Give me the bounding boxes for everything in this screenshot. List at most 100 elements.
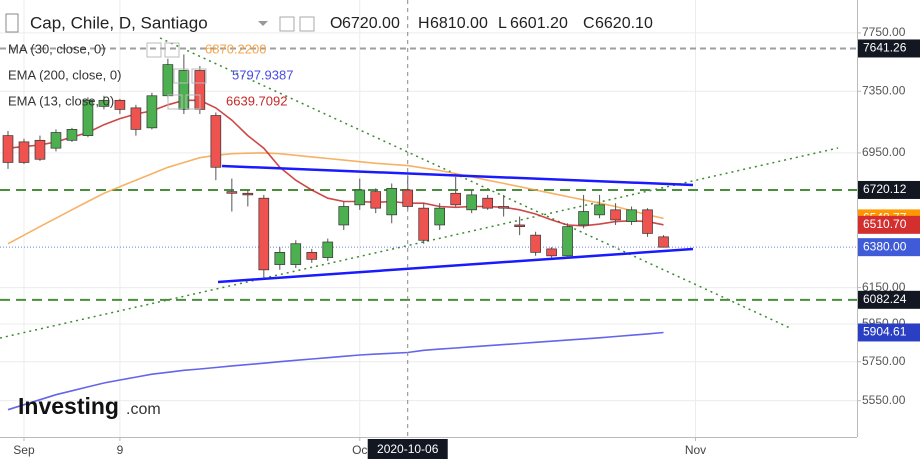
indicator-icon (167, 94, 183, 110)
indicator-line (7, 152, 664, 245)
candle-body (642, 209, 653, 234)
axis-marker (858, 39, 920, 58)
x-tick-label: Oc (352, 443, 367, 457)
channel-line (217, 247, 694, 284)
ohlc-key: L (498, 15, 507, 32)
candle-body (578, 211, 589, 226)
candle-body (466, 194, 477, 211)
indicator-icon (146, 42, 162, 58)
candle-body (482, 197, 493, 209)
axis-marker-label: 7641.26 (863, 41, 907, 55)
candle-body (2, 135, 14, 163)
candle-body (610, 209, 621, 221)
candles (2, 54, 669, 279)
candle-body (226, 191, 238, 194)
axis-marker (858, 323, 920, 342)
indicator-line (7, 331, 664, 411)
overlays (7, 99, 664, 411)
candle-body (370, 191, 382, 209)
y-tick-label: 7750.00 (862, 25, 906, 39)
ohlc-key: O (330, 15, 342, 32)
candle-body (546, 248, 557, 257)
ohlc-value: 6720.00 (342, 15, 400, 32)
symbol-menu[interactable] (258, 21, 268, 26)
axis-markers: 7641.266720.126548.776510.706380.006082.… (858, 39, 920, 342)
candle-body (402, 189, 414, 207)
indicator-name: EMA (13, close, 0) (8, 93, 114, 108)
axes: 7750.007350.006950.006150.005950.005750.… (13, 0, 906, 459)
axis-marker (858, 180, 920, 199)
candle-body (178, 70, 190, 110)
ohlc-key: H (418, 15, 430, 32)
candle-body (498, 206, 509, 209)
candle-body (290, 243, 302, 265)
candle-body (530, 234, 541, 253)
candle-body (98, 99, 110, 107)
channel-line (221, 164, 694, 187)
candle-body (306, 252, 318, 260)
candle-body (626, 209, 637, 222)
indicator-line (7, 99, 664, 227)
symbol-title: Cap, Chile, D, Santiago (30, 13, 208, 32)
axis-marker-label: 6380.00 (863, 239, 907, 253)
candle-body (66, 129, 78, 141)
indicator-icon (173, 68, 189, 84)
candle-body (258, 197, 270, 271)
y-tick-label: 7350.00 (862, 83, 906, 97)
logo-suffix: .com (126, 401, 161, 418)
x-tick-label: Nov (685, 443, 706, 457)
ohlc-value: 6810.00 (430, 15, 488, 32)
candle-body (34, 139, 46, 160)
settings-icon[interactable] (299, 16, 315, 32)
candle-body (146, 95, 158, 129)
ohlc-value: 6601.20 (510, 15, 568, 32)
x-tick-label: Sep (13, 443, 35, 457)
trend-line (159, 37, 791, 329)
x-tick-label: 9 (117, 443, 124, 457)
logo-name: Investing (18, 393, 119, 419)
candle-body (562, 226, 573, 257)
candle-body (130, 107, 142, 130)
candle-body (162, 64, 174, 97)
y-tick-label: 6950.00 (862, 145, 906, 159)
indicator-value: 6870.2200 (205, 41, 266, 56)
candle-body (50, 132, 62, 149)
candle-body (354, 189, 366, 206)
indicator-icon (191, 68, 207, 84)
candle-body (434, 207, 445, 226)
grid (0, 0, 857, 437)
indicator-value: 6639.7092 (226, 93, 287, 108)
eye-icon[interactable] (279, 16, 295, 32)
candle-body (18, 141, 30, 163)
candle-body (386, 187, 398, 216)
ohlc-value: 6620.10 (595, 15, 653, 32)
candle-body (322, 241, 334, 258)
axis-marker-label: 6510.70 (863, 217, 907, 231)
candle-body (594, 204, 605, 216)
candle-body (450, 192, 461, 206)
candle-body (114, 99, 126, 110)
crosshair-date: 2020-10-06 (377, 442, 439, 456)
candle-body (418, 207, 430, 241)
candle-body (82, 99, 94, 136)
candle-body (514, 224, 525, 227)
axis-marker (858, 215, 920, 234)
indicator-name: EMA (200, close, 0) (8, 67, 121, 82)
axis-marker-label: 6720.12 (863, 182, 907, 196)
candle-body (274, 252, 286, 265)
candle-body (658, 236, 669, 248)
legend: Cap, Chile, D, Santiago O 6720.00 H 6810.00… (5, 13, 653, 110)
candle-body (242, 192, 254, 196)
collapse-icon[interactable] (5, 13, 19, 33)
axis-marker (858, 238, 920, 257)
logo: Investing .com (18, 393, 161, 419)
y-tick-label: 5550.00 (862, 393, 906, 407)
axis-marker (858, 290, 920, 309)
indicator-icon (185, 94, 201, 110)
indicator-icon (164, 42, 180, 58)
y-tick-label: 5750.00 (862, 354, 906, 368)
channel (217, 164, 694, 284)
indicator-value: 5797.9387 (232, 67, 293, 82)
